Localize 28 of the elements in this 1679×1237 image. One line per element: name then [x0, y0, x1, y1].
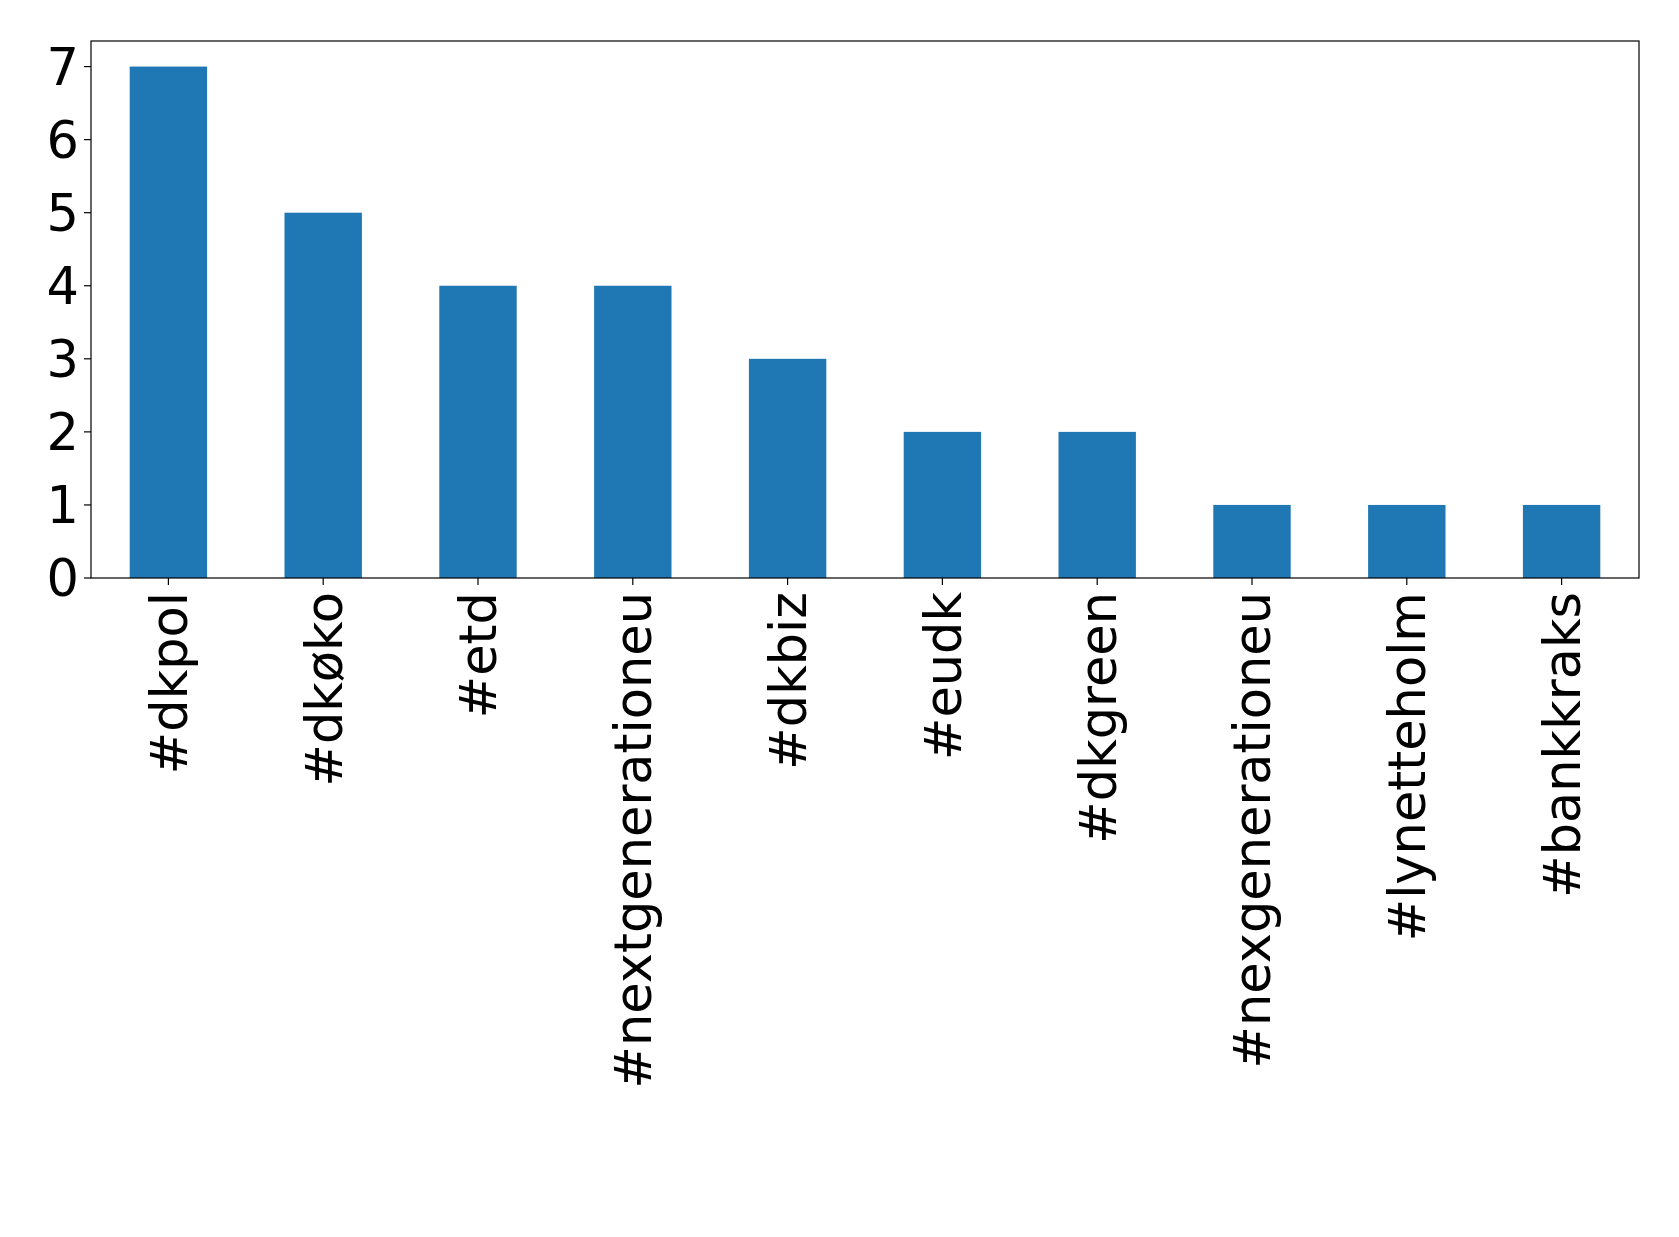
y-tick-label: 4: [46, 257, 79, 317]
y-tick-label: 5: [46, 184, 79, 244]
x-tick-label: #dkøko: [294, 592, 354, 787]
y-tick-label: 7: [46, 37, 79, 97]
x-tick-label: #dkbiz: [758, 592, 818, 770]
bar: [748, 358, 827, 578]
x-tick-label: #dkgreen: [1068, 592, 1128, 844]
y-tick-label: 2: [46, 403, 79, 463]
x-tick-label: #eudk: [913, 591, 973, 761]
x-tick-label: #etd: [449, 592, 509, 719]
x-tick-label: #bankkraks: [1532, 592, 1592, 899]
bar: [439, 285, 517, 578]
bar: [594, 285, 672, 578]
bar: [1368, 504, 1446, 578]
bar: [1058, 431, 1136, 578]
x-tick-label: #dkpol: [139, 592, 199, 775]
y-tick-label: 3: [46, 330, 79, 390]
bar: [1213, 504, 1291, 578]
x-tick-label: #nextgenerationeu: [604, 592, 664, 1089]
bar: [1522, 504, 1601, 578]
y-tick-label: 6: [46, 110, 79, 170]
x-tick-label: #lynetteholm: [1378, 592, 1438, 942]
bar: [129, 66, 208, 578]
bar: [284, 212, 362, 578]
y-tick-label: 1: [46, 476, 79, 536]
y-tick-label: 0: [46, 549, 79, 609]
x-tick-label: #nexgenerationeu: [1223, 592, 1283, 1069]
bar: [903, 431, 982, 578]
